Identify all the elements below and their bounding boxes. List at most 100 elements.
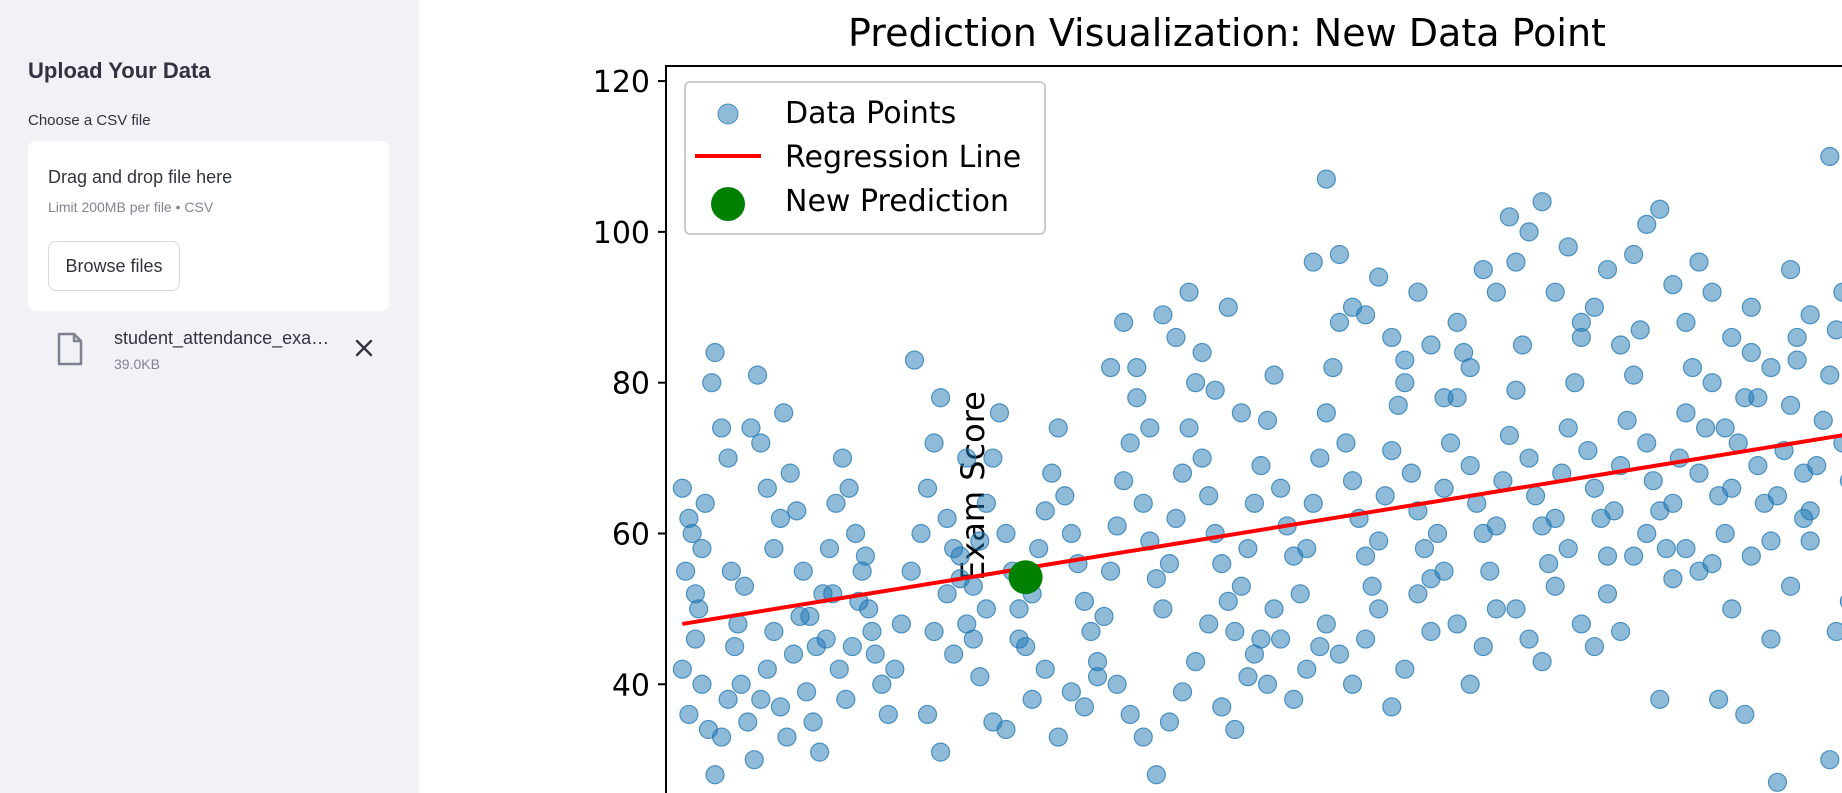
data-point <box>1244 493 1265 513</box>
data-point <box>1172 463 1193 483</box>
data-point <box>1539 554 1559 574</box>
data-point <box>1676 538 1696 559</box>
data-point <box>911 523 931 544</box>
data-point <box>963 576 983 596</box>
data-point <box>944 644 964 664</box>
data-point <box>718 448 738 468</box>
data-point <box>1512 335 1533 355</box>
data-point <box>1565 373 1585 393</box>
data-point <box>1722 327 1742 348</box>
data-point <box>1761 531 1781 551</box>
sidebar: Upload Your Data Choose a CSV file Drag … <box>0 0 419 793</box>
data-point <box>1571 312 1591 332</box>
data-point <box>865 644 885 664</box>
file-dropzone[interactable]: Drag and drop file here Limit 200MB per … <box>28 141 389 311</box>
data-point <box>1630 320 1650 340</box>
remove-file-button[interactable] <box>346 330 382 366</box>
y-tick-label: 100 <box>593 216 650 251</box>
data-point <box>1709 689 1729 709</box>
data-point <box>1545 508 1565 529</box>
data-point <box>1035 501 1055 521</box>
y-tick-label: 120 <box>593 65 650 100</box>
data-point <box>1120 704 1140 725</box>
data-point <box>1185 652 1206 672</box>
data-point <box>1689 463 1709 483</box>
data-point <box>1421 335 1441 355</box>
data-point <box>1761 358 1781 378</box>
y-tick-label: 60 <box>612 517 650 552</box>
data-point <box>1650 689 1670 709</box>
data-point <box>1061 523 1081 544</box>
data-point <box>770 697 791 717</box>
data-point <box>1820 365 1840 385</box>
data-point <box>1519 448 1539 468</box>
data-point <box>1264 365 1284 385</box>
data-point <box>1794 508 1814 529</box>
data-point <box>1270 629 1291 649</box>
data-point <box>1316 169 1336 189</box>
data-point <box>1192 342 1212 363</box>
data-point <box>1584 297 1605 317</box>
data-point <box>1702 554 1722 574</box>
data-point <box>685 629 706 649</box>
data-point <box>1656 538 1676 559</box>
data-point <box>1199 614 1219 634</box>
uploaded-file-size: 39.0KB <box>114 356 160 372</box>
data-point <box>1316 403 1336 423</box>
data-point <box>689 599 709 619</box>
data-point <box>1310 448 1330 468</box>
data-point <box>836 689 856 709</box>
data-point <box>731 674 751 694</box>
data-point <box>976 599 996 619</box>
data-point <box>1179 282 1199 302</box>
data-point <box>1329 312 1350 332</box>
data-point <box>1787 327 1807 348</box>
data-point <box>1597 546 1618 566</box>
data-point <box>1624 365 1644 385</box>
data-point <box>1820 750 1840 770</box>
data-point <box>738 712 758 732</box>
data-point <box>1127 388 1147 408</box>
data-point <box>1074 697 1095 717</box>
data-point <box>917 704 938 725</box>
data-point <box>1185 373 1206 393</box>
data-point <box>1637 433 1657 453</box>
data-point <box>1637 523 1657 544</box>
data-point <box>1231 576 1251 596</box>
data-point <box>718 689 738 709</box>
dropzone-limit: Limit 200MB per file • CSV <box>48 199 214 215</box>
data-point <box>780 463 800 483</box>
browse-files-button[interactable]: Browse files <box>48 241 180 291</box>
data-point <box>931 388 951 408</box>
data-point <box>1807 456 1827 476</box>
data-point <box>1447 614 1467 634</box>
data-point <box>1578 440 1598 461</box>
data-point <box>1597 259 1618 280</box>
uploaded-file-row: student_attendance_exa… 39.0KB <box>28 320 389 380</box>
data-point <box>989 403 1010 423</box>
data-point <box>1225 719 1245 740</box>
data-point <box>1107 516 1127 536</box>
data-point <box>1486 599 1506 619</box>
data-point <box>872 674 892 694</box>
data-point <box>774 403 794 423</box>
data-point <box>1597 584 1618 604</box>
data-point <box>1695 418 1716 438</box>
data-point <box>885 659 905 679</box>
data-point <box>1395 373 1415 393</box>
data-point <box>751 689 771 709</box>
data-point <box>1780 259 1801 280</box>
data-point <box>1558 418 1578 438</box>
legend-label: New Prediction <box>785 184 1009 219</box>
data-point <box>783 644 804 664</box>
data-point <box>764 621 784 642</box>
data-point <box>1663 493 1683 513</box>
legend-label: Regression Line <box>785 140 1021 175</box>
data-point <box>1833 433 1842 453</box>
data-point <box>741 418 761 438</box>
data-point <box>1532 192 1552 212</box>
legend-marker-prediction <box>711 187 745 221</box>
data-point <box>1159 712 1180 732</box>
data-point <box>1251 629 1271 649</box>
data-point <box>790 606 810 627</box>
